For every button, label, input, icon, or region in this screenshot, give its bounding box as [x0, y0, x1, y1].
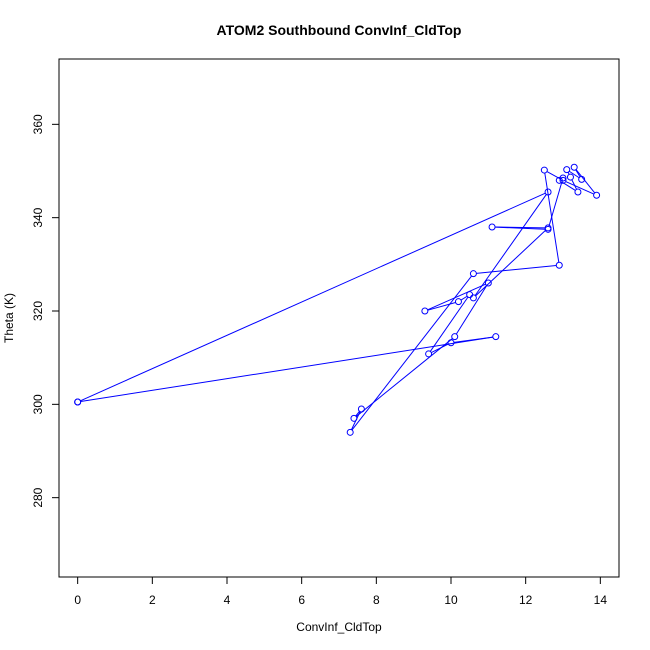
series-line-segment [548, 180, 563, 227]
data-point [540, 166, 548, 174]
data-point [593, 191, 601, 199]
data-point [484, 279, 492, 287]
data-point [350, 414, 358, 422]
data-point [559, 174, 567, 182]
data-point [346, 428, 354, 436]
x-tick-label: 6 [298, 593, 305, 607]
series-line-segment [475, 229, 547, 297]
y-tick-label: 320 [31, 301, 45, 321]
series-layer [80, 169, 596, 431]
data-point [555, 176, 563, 184]
series-line-segment [427, 301, 456, 311]
y-axis-label: Theta (K) [2, 293, 16, 343]
data-point [451, 333, 459, 341]
series-line-segment [453, 336, 493, 343]
data-point [559, 176, 567, 184]
y-axis: 280 300 320 340 360 [31, 114, 60, 508]
series-line-segment [429, 296, 469, 352]
data-point [488, 223, 496, 231]
data-point [74, 398, 82, 406]
series-line-segment [80, 192, 546, 402]
series-line-segment [571, 179, 578, 190]
data-point [469, 270, 477, 278]
data-point [492, 333, 500, 341]
y-tick-label: 300 [31, 394, 45, 414]
series-line-segment [80, 336, 493, 403]
series-line-segment [355, 411, 360, 417]
data-point [544, 224, 552, 232]
y-tick-label: 280 [31, 487, 45, 507]
x-tick-label: 8 [373, 593, 380, 607]
data-point [421, 307, 429, 315]
x-axis: 0 2 4 6 8 10 12 14 [74, 576, 608, 607]
data-point [469, 294, 477, 302]
x-tick-label: 2 [149, 593, 156, 607]
series-line-segment [565, 181, 595, 195]
data-point [447, 339, 455, 347]
x-tick-label: 10 [444, 593, 458, 607]
series-line-segment [495, 226, 546, 229]
chart-title: ATOM2 Southbound ConvInf_CldTop [217, 22, 462, 38]
data-point [357, 405, 365, 413]
data-point [544, 188, 552, 196]
x-tick-label: 14 [594, 593, 608, 607]
y-tick-label: 360 [31, 114, 45, 134]
series-line-segment [474, 194, 547, 296]
series-line-segment [575, 169, 596, 194]
data-point [566, 173, 574, 181]
x-tick-label: 12 [519, 593, 533, 607]
x-tick-label: 4 [224, 593, 231, 607]
data-point [454, 298, 462, 306]
data-point [574, 188, 582, 196]
x-axis-label: ConvInf_CldTop [296, 620, 382, 634]
data-point [563, 166, 571, 174]
y-tick-label: 340 [31, 207, 45, 227]
series-line-segment [568, 170, 580, 179]
data-point [570, 163, 578, 171]
points-layer [74, 163, 601, 436]
series-line-segment [427, 283, 486, 311]
x-tick-label: 0 [74, 593, 81, 607]
data-point [555, 261, 563, 269]
series-line-segment [460, 295, 468, 301]
series-line-segment [455, 285, 488, 335]
data-point [578, 175, 586, 183]
series-line-segment [476, 265, 557, 274]
series-line-segment [351, 275, 472, 431]
series-line-segment [575, 169, 581, 178]
data-point [425, 350, 433, 358]
